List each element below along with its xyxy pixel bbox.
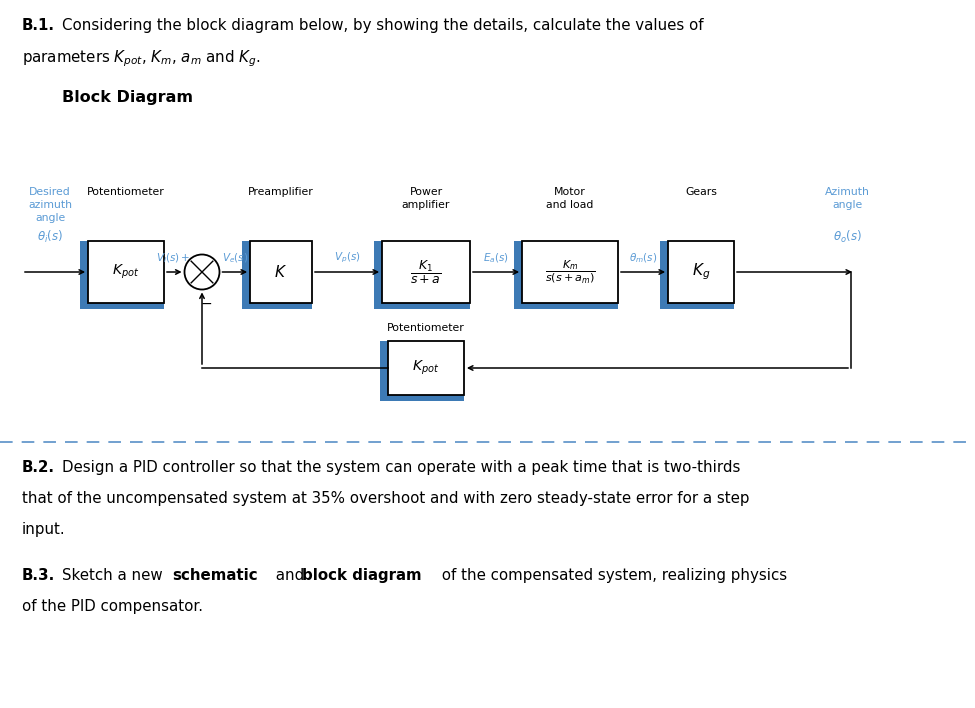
Text: $\theta_i(s)$: $\theta_i(s)$: [37, 229, 63, 245]
Text: $\dfrac{K_m}{s(s+a_m)}$: $\dfrac{K_m}{s(s+a_m)}$: [545, 258, 596, 285]
Bar: [242, 303, 312, 309]
Text: $-$: $-$: [200, 295, 213, 309]
Text: $K_{pot}$: $K_{pot}$: [112, 263, 139, 281]
Bar: [514, 303, 618, 309]
Text: and: and: [271, 568, 309, 583]
Text: B.1.: B.1.: [22, 18, 55, 33]
Text: $V_i(s)+$: $V_i(s)+$: [157, 251, 191, 265]
Text: Preamplifier: Preamplifier: [248, 187, 314, 197]
Text: input.: input.: [22, 522, 65, 537]
Text: schematic: schematic: [172, 568, 257, 583]
Bar: [668, 241, 734, 303]
Text: Block Diagram: Block Diagram: [62, 90, 193, 105]
Bar: [660, 303, 734, 309]
Text: block diagram: block diagram: [302, 568, 421, 583]
Text: $\dfrac{K_1}{s+a}$: $\dfrac{K_1}{s+a}$: [410, 258, 442, 285]
Text: that of the uncompensated system at 35% overshoot and with zero steady-state err: that of the uncompensated system at 35% …: [22, 491, 750, 506]
Text: of the PID compensator.: of the PID compensator.: [22, 599, 203, 614]
Text: Potentiometer: Potentiometer: [87, 187, 165, 197]
Text: Considering the block diagram below, by showing the details, calculate the value: Considering the block diagram below, by …: [62, 18, 704, 33]
Bar: [514, 241, 522, 309]
Text: $K_{pot}$: $K_{pot}$: [412, 359, 440, 377]
Text: $K_g$: $K_g$: [692, 262, 710, 282]
Text: $V_p(s)$: $V_p(s)$: [333, 251, 361, 265]
Bar: [80, 241, 88, 309]
Bar: [380, 395, 464, 401]
Text: $\theta_o(s)$: $\theta_o(s)$: [833, 229, 862, 245]
Bar: [660, 241, 668, 309]
Text: Design a PID controller so that the system can operate with a peak time that is : Design a PID controller so that the syst…: [62, 460, 740, 475]
Text: Azimuth
angle: Azimuth angle: [825, 187, 870, 210]
Text: Gears: Gears: [685, 187, 717, 197]
Text: Motor
and load: Motor and load: [546, 187, 594, 210]
Bar: [382, 241, 470, 303]
Text: Potentiometer: Potentiometer: [387, 323, 465, 333]
Text: parameters $K_{pot}$, $K_m$, $a_m$ and $K_g$.: parameters $K_{pot}$, $K_m$, $a_m$ and $…: [22, 48, 260, 69]
Bar: [388, 341, 464, 395]
Text: Desired
azimuth
angle: Desired azimuth angle: [28, 187, 72, 222]
Bar: [374, 303, 470, 309]
Text: B.2.: B.2.: [22, 460, 55, 475]
Text: $\theta_m(s)$: $\theta_m(s)$: [629, 251, 657, 265]
Bar: [522, 241, 618, 303]
Bar: [374, 241, 382, 309]
Text: Power
amplifier: Power amplifier: [402, 187, 450, 210]
Text: $K$: $K$: [275, 264, 288, 280]
Text: B.3.: B.3.: [22, 568, 56, 583]
Bar: [80, 303, 164, 309]
Bar: [88, 241, 164, 303]
Bar: [250, 241, 312, 303]
Bar: [380, 341, 388, 401]
Text: Sketch a new: Sketch a new: [62, 568, 168, 583]
Text: $V_e(s)$: $V_e(s)$: [222, 251, 249, 265]
Text: $E_a(s)$: $E_a(s)$: [483, 251, 509, 265]
Circle shape: [184, 254, 219, 290]
Text: of the compensated system, realizing physics: of the compensated system, realizing phy…: [437, 568, 787, 583]
Bar: [242, 241, 250, 309]
